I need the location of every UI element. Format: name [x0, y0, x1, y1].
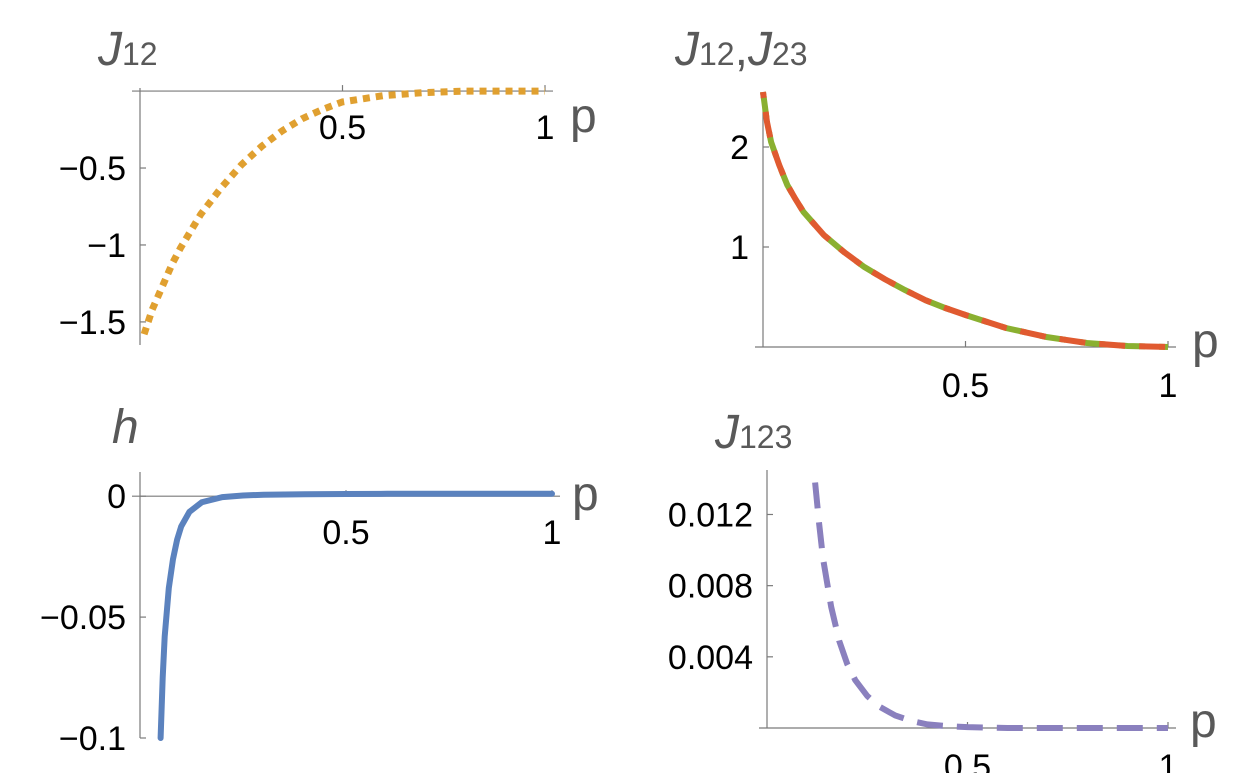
- series-line-0: [140, 87, 545, 336]
- y-tick-label: 0.012: [668, 496, 753, 534]
- y-label-main-2: J: [747, 23, 773, 76]
- y-axis-label: J12: [97, 23, 158, 76]
- series-line-0: [760, 91, 1169, 350]
- x-axis-label: p: [1192, 315, 1219, 368]
- y-label-sub-2: 23: [772, 36, 808, 72]
- y-label-sub: 123: [739, 419, 792, 455]
- panel-j12: 0.5 1 −0.5 −1 −1.5 J12 p: [59, 23, 597, 345]
- series-line-0: [157, 490, 555, 741]
- y-tick-label: −0.5: [59, 150, 126, 188]
- y-tick-label: 0: [107, 478, 126, 516]
- y-tick-label: −1: [87, 227, 126, 265]
- y-tick-label: 1: [730, 229, 749, 267]
- y-label-sub: 12: [699, 36, 735, 72]
- series-line-1: [760, 91, 1169, 350]
- y-tick-label: −0.1: [59, 720, 126, 758]
- x-tick-label: 0.5: [942, 367, 989, 405]
- y-tick-label: −0.05: [40, 599, 126, 637]
- x-axis-label: p: [572, 468, 599, 521]
- y-axis-label: J123: [714, 406, 792, 459]
- x-axis-label: p: [570, 90, 597, 143]
- y-tick-label: 0.008: [668, 568, 753, 606]
- y-label-sub: 12: [122, 36, 158, 72]
- x-tick-label: 1: [543, 514, 562, 552]
- y-label-main: h: [112, 401, 139, 454]
- x-tick-label: 0.5: [319, 109, 366, 147]
- y-tick-label: 0.004: [668, 639, 753, 677]
- y-label-main: J: [97, 23, 123, 76]
- series-line-0: [812, 482, 1168, 731]
- x-axis-label: p: [1190, 695, 1217, 748]
- y-tick-label: 2: [730, 129, 749, 167]
- x-tick-label: 0.5: [322, 514, 369, 552]
- x-tick-label: 0.5: [944, 748, 991, 773]
- y-axis-label: h: [112, 401, 139, 454]
- y-label-main: J: [674, 23, 700, 76]
- panel-j123: 0.5 1 0.004 0.008 0.012 J123 p: [668, 406, 1217, 773]
- x-tick-label: 1: [1159, 748, 1178, 773]
- x-tick-label: 1: [1159, 367, 1178, 405]
- panel-h: 0.5 1 0 −0.05 −0.1 h p: [40, 401, 599, 758]
- y-tick-label: −1.5: [59, 304, 126, 342]
- y-label-sep: ,: [735, 23, 748, 76]
- y-label-main: J: [714, 406, 740, 459]
- y-axis-label: J12,J23: [674, 23, 808, 76]
- x-tick-label: 1: [536, 109, 555, 147]
